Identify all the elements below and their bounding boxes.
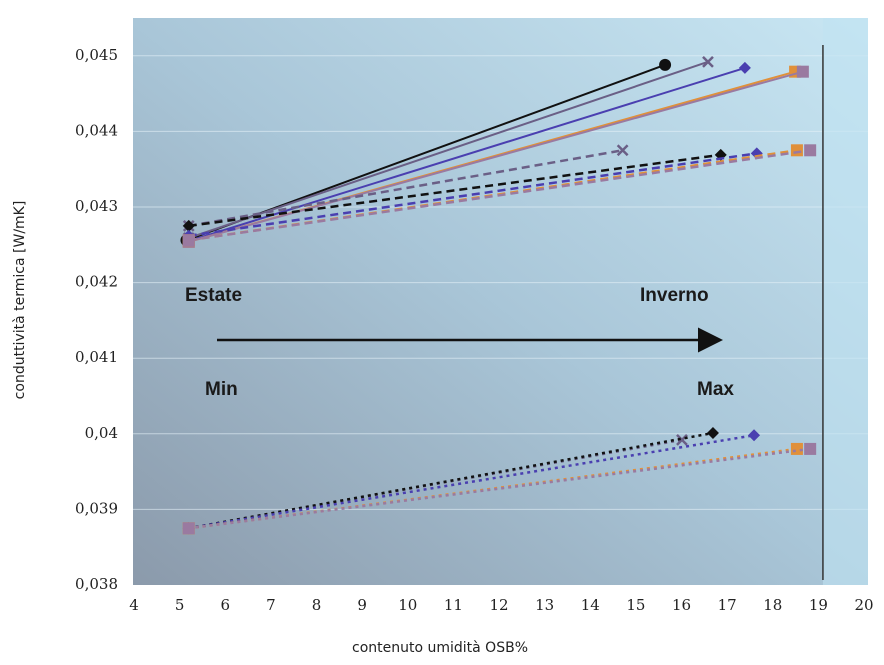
x-tick-label: 11 — [444, 596, 463, 614]
point — [796, 65, 809, 78]
plot-area — [133, 18, 868, 585]
y-tick-label: 0,042 — [75, 273, 118, 291]
point — [804, 144, 817, 157]
x-tick-label: 14 — [581, 596, 600, 614]
x-tick-label: 17 — [718, 596, 737, 614]
x-tick-label: 7 — [266, 596, 276, 614]
x-tick-label: 4 — [129, 596, 139, 614]
point — [182, 522, 195, 535]
y-tick-label: 0,039 — [75, 499, 118, 517]
point — [804, 442, 817, 455]
y-tick-label: 0,041 — [75, 348, 118, 366]
series-line — [188, 152, 757, 237]
y-axis-label: conduttività termica [W/mK] — [12, 201, 28, 400]
y-tick-label: 0,04 — [85, 424, 118, 442]
series-line — [188, 66, 746, 242]
series-line — [188, 149, 623, 228]
point — [748, 429, 761, 442]
shade-region — [822, 18, 868, 585]
y-tick-label: 0,044 — [75, 121, 118, 139]
x-tick-label: 6 — [220, 596, 230, 614]
point — [702, 55, 714, 68]
x-axis-label: contenuto umidità OSB% — [352, 640, 528, 656]
x-tick-label: 10 — [398, 596, 417, 614]
point — [182, 219, 195, 232]
x-tick-label: 13 — [535, 596, 554, 614]
point — [616, 144, 629, 157]
x-tick-label: 15 — [626, 596, 645, 614]
point — [676, 433, 688, 446]
series-line — [188, 60, 709, 239]
point — [738, 61, 751, 74]
x-tick-label: 19 — [809, 596, 828, 614]
y-tick-label: 0,045 — [75, 46, 118, 64]
x-tick-label: 5 — [175, 596, 185, 614]
series-line — [188, 447, 798, 530]
y-tick-label: 0,043 — [75, 197, 118, 215]
series-line — [188, 153, 721, 228]
annotation: Max — [697, 379, 734, 400]
series-line — [188, 149, 811, 242]
x-tick-label: 8 — [312, 596, 322, 614]
point — [790, 144, 803, 157]
y-tick-label: 0,038 — [75, 575, 118, 593]
x-tick-label: 9 — [357, 596, 367, 614]
series-line — [188, 434, 755, 530]
annotation: Min — [205, 379, 238, 400]
point — [706, 427, 719, 440]
x-tick-label: 18 — [763, 596, 782, 614]
series-line — [188, 431, 714, 530]
series-line — [188, 70, 804, 243]
x-tick-label: 16 — [672, 596, 691, 614]
annotation: Estate — [185, 285, 242, 306]
annotation: Inverno — [640, 285, 709, 306]
x-tick-label: 12 — [489, 596, 508, 614]
x-tick-label: 20 — [854, 596, 873, 614]
point — [659, 58, 672, 71]
point — [182, 234, 195, 247]
series-line — [188, 149, 798, 242]
